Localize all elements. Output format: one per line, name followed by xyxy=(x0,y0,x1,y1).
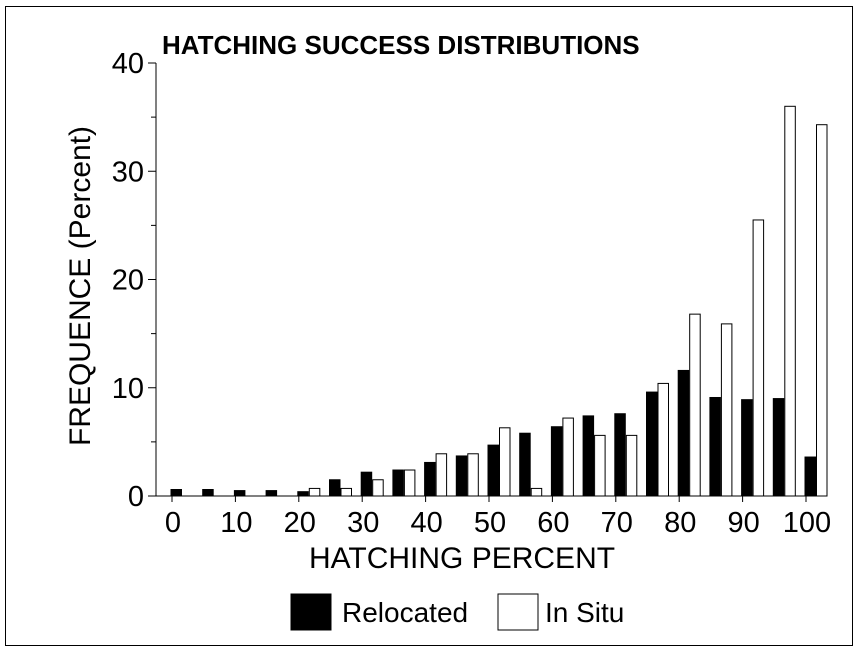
plot-area xyxy=(170,105,828,497)
bar-relocated xyxy=(582,415,595,497)
bar-in-situ xyxy=(467,453,479,497)
chart-svg: HATCHING SUCCESS DISTRIBUTIONS 0 10 20 30 40… xyxy=(64,30,831,631)
bar-in-situ xyxy=(372,479,384,497)
bar-relocated xyxy=(487,444,499,497)
bar-relocated xyxy=(360,471,373,497)
x-tick-label: 80 xyxy=(664,507,696,539)
bar-relocated xyxy=(202,489,214,497)
x-tick-label: 90 xyxy=(727,507,759,539)
bar-relocated xyxy=(265,490,278,497)
x-tick-label: 30 xyxy=(347,507,379,539)
bar-in-situ xyxy=(784,105,796,497)
chart-title: HATCHING SUCCESS DISTRIBUTIONS xyxy=(162,30,640,60)
bar-relocated xyxy=(741,399,753,497)
bar-relocated xyxy=(170,489,182,497)
bar-in-situ xyxy=(435,453,448,497)
y-tick-label: 0 xyxy=(128,481,144,513)
x-axis-label: HATCHING PERCENT xyxy=(309,542,615,575)
bar-relocated xyxy=(677,369,690,497)
y-tick-label: 30 xyxy=(112,156,144,188)
bar-relocated xyxy=(614,413,626,497)
bar-in-situ xyxy=(689,313,701,497)
legend-swatch-relocated xyxy=(290,593,332,631)
bar-relocated xyxy=(519,432,531,497)
axes: 0 10 20 30 40 0 10 20 30 40 50 60 70 80 90 100 xyxy=(112,48,831,539)
y-tick-label: 40 xyxy=(112,48,144,80)
bar-in-situ xyxy=(562,417,574,497)
bar-in-situ xyxy=(816,124,828,497)
bar-in-situ xyxy=(657,382,669,497)
x-tick-label: 40 xyxy=(410,507,442,539)
bar-relocated xyxy=(329,479,341,497)
bar-in-situ xyxy=(499,427,511,497)
legend-label-in-situ: In Situ xyxy=(545,597,624,628)
bar-in-situ xyxy=(308,487,321,497)
bar-relocated xyxy=(392,469,404,497)
y-tick-label: 10 xyxy=(112,373,144,405)
bar-in-situ xyxy=(530,487,543,497)
x-tick-label: 100 xyxy=(783,507,831,539)
x-tick-label: 10 xyxy=(220,507,252,539)
legend: Relocated In Situ xyxy=(290,593,624,631)
legend-swatch-in-situ xyxy=(497,593,539,631)
bar-relocated xyxy=(804,456,816,497)
bar-in-situ xyxy=(720,323,733,497)
x-tick-label: 0 xyxy=(165,507,181,539)
chart-frame: HATCHING SUCCESS DISTRIBUTIONS 0 10 20 30 40… xyxy=(5,6,853,646)
bar-relocated xyxy=(424,461,436,497)
bar-relocated xyxy=(646,391,658,497)
bar-relocated xyxy=(233,490,246,497)
bar-in-situ xyxy=(403,469,416,497)
bar-relocated xyxy=(297,491,309,497)
bar-in-situ xyxy=(752,219,765,497)
bar-relocated xyxy=(709,396,721,497)
legend-label-relocated: Relocated xyxy=(342,597,468,628)
x-tick-label: 60 xyxy=(537,507,569,539)
x-tick-label: 50 xyxy=(474,507,506,539)
x-tick-label: 20 xyxy=(284,507,316,539)
bar-in-situ xyxy=(340,487,352,497)
bar-in-situ xyxy=(625,434,638,497)
bar-relocated xyxy=(550,426,563,497)
bar-relocated xyxy=(455,455,468,497)
y-axis-label: FREQUENCE (Percent) xyxy=(64,126,97,446)
bar-relocated xyxy=(772,398,785,497)
bar-in-situ xyxy=(594,434,606,497)
x-tick-label: 70 xyxy=(601,507,633,539)
y-tick-label: 20 xyxy=(112,265,144,297)
